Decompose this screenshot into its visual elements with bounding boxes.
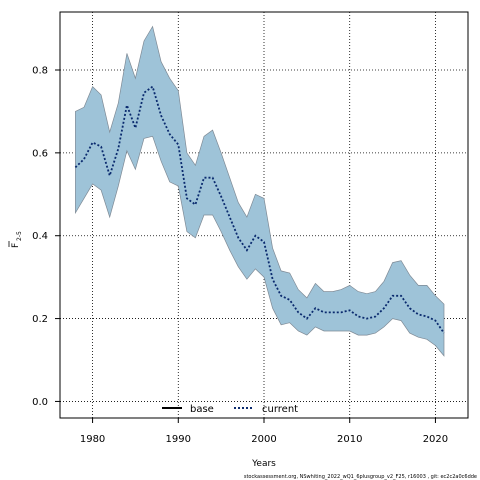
legend-label-base: base (190, 404, 214, 415)
plot-frame (59, 11, 469, 419)
y-tick-label-3: 0.6 (32, 148, 48, 159)
x-tick-label-2010: 2010 (337, 434, 362, 445)
y-axis-title-main: F (11, 243, 21, 248)
x-tick-label-1980: 1980 (80, 434, 105, 445)
legend: base current (162, 404, 298, 415)
y-axis-title-subscript: 2-5 (16, 231, 23, 241)
confidence-band (75, 25, 445, 357)
x-tick-label-2000: 2000 (251, 434, 276, 445)
source-caption: stockassessment.org, NSwhiting_2022_wQ1_… (244, 474, 477, 480)
x-axis-title: Years (251, 459, 276, 469)
y-tick-label-1: 0.2 (32, 314, 48, 325)
x-tick-label-1990: 1990 (166, 434, 191, 445)
y-tick-label-0: 0.0 (32, 397, 48, 408)
axis-ticks (55, 69, 436, 423)
y-tick-label-4: 0.8 (32, 66, 48, 77)
x-tick-label-2020: 2020 (423, 434, 448, 445)
y-tick-label-2: 0.4 (32, 231, 48, 242)
legend-label-current: current (262, 404, 298, 415)
x-tick-labels: 1980 1990 2000 2010 2020 (80, 434, 448, 445)
y-tick-labels: 0.0 0.2 0.4 0.6 0.8 (32, 66, 48, 408)
y-axis-title: F 2-5 (8, 231, 23, 248)
series-line-current (74, 85, 445, 334)
